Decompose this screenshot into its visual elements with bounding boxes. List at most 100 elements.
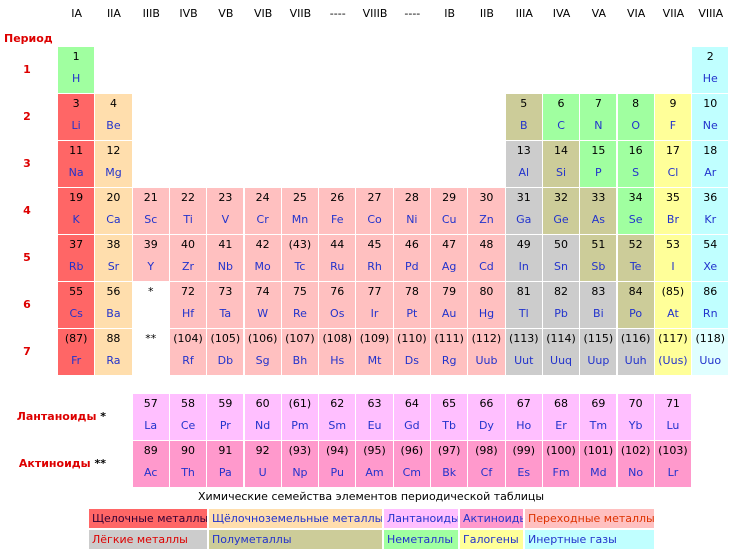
- element-symbol: I: [671, 260, 675, 273]
- element-symbol: Ar: [704, 166, 717, 179]
- atomic-number: 26: [330, 191, 345, 204]
- element-symbol: Kr: [704, 213, 717, 226]
- element-cell: 62 Sm: [319, 394, 356, 440]
- legend-item: Актиноиды: [459, 508, 524, 529]
- element-symbol: Se: [628, 213, 643, 226]
- element-cell: 47 Ag: [431, 235, 468, 281]
- element-symbol: W: [257, 307, 269, 320]
- element-symbol: Ac: [144, 466, 158, 479]
- element-symbol: Zn: [479, 213, 494, 226]
- element-symbol: Bk: [442, 466, 457, 479]
- group-header: IIIA: [515, 7, 533, 20]
- element-cell: 71 Lu: [654, 394, 692, 440]
- element-cell: (94) Pu: [319, 441, 356, 487]
- atomic-number: 29: [442, 191, 457, 204]
- element-symbol: Sg: [255, 354, 270, 367]
- element-symbol: Tc: [294, 260, 306, 273]
- legend-item: Неметаллы: [383, 529, 459, 550]
- element-symbol: Yb: [628, 419, 643, 432]
- element-cell: (102) No: [617, 441, 654, 487]
- element-symbol: Cu: [441, 213, 457, 226]
- atomic-number: 66: [479, 397, 494, 410]
- element-cell: 55 Cs: [58, 282, 95, 328]
- element-cell: 77 Ir: [356, 282, 393, 328]
- element-cell: 92 U: [244, 441, 281, 487]
- atomic-number: (105): [210, 332, 241, 345]
- atomic-number: (110): [397, 332, 427, 345]
- atomic-number: (116): [620, 332, 651, 345]
- atomic-number: (101): [583, 444, 614, 457]
- element-cell: 48 Cd: [468, 235, 505, 281]
- atomic-number: 83: [591, 285, 606, 298]
- element-symbol: Db: [217, 354, 234, 367]
- group-header: VIA: [627, 7, 646, 20]
- element-symbol: Md: [590, 466, 607, 479]
- element-symbol: La: [144, 419, 158, 432]
- series-mark: **: [94, 457, 106, 470]
- element-symbol: B: [519, 119, 528, 132]
- atomic-number: 36: [703, 191, 718, 204]
- legend-item: Лёгкие металлы: [88, 529, 208, 550]
- atomic-number: 52: [628, 238, 643, 251]
- element-symbol: Fr: [71, 354, 82, 367]
- legend-item: Галогены: [459, 529, 524, 550]
- atomic-number: 72: [181, 285, 196, 298]
- element-symbol: Cr: [256, 213, 269, 226]
- element-symbol: Pt: [406, 307, 418, 320]
- element-symbol: Sr: [107, 260, 120, 273]
- atomic-number: 64: [404, 397, 419, 410]
- group-header: IIIB: [142, 7, 160, 20]
- atomic-number: (96): [400, 444, 424, 457]
- element-cell: (111) Rg: [431, 329, 468, 375]
- atomic-number: 39: [143, 238, 158, 251]
- element-symbol: Cs: [69, 307, 83, 320]
- element-symbol: P: [595, 166, 602, 179]
- group-header: IA: [71, 7, 83, 20]
- element-cell: 18 Ar: [692, 141, 729, 187]
- atomic-number: 81: [516, 285, 531, 298]
- element-symbol: Rg: [441, 354, 457, 367]
- element-symbol: F: [669, 119, 677, 132]
- element-symbol: Fm: [552, 466, 570, 479]
- element-cell: 51 Sb: [580, 235, 617, 281]
- element-symbol: Po: [629, 307, 643, 320]
- atomic-number: 77: [367, 285, 382, 298]
- element-symbol: Y: [147, 260, 155, 273]
- element-cell: (98) Cf: [468, 441, 505, 487]
- atomic-number: 68: [554, 397, 569, 410]
- group-header: IVB: [179, 7, 198, 20]
- atomic-number: 49: [516, 238, 531, 251]
- element-cell: 81 Tl: [505, 282, 542, 328]
- group-header: IVA: [552, 7, 571, 20]
- element-cell: 86 Rn: [692, 282, 729, 328]
- atomic-number: 59: [218, 397, 233, 410]
- element-symbol: Th: [181, 466, 195, 479]
- atomic-number: 60: [255, 397, 270, 410]
- atomic-number: 7: [594, 97, 602, 110]
- series-mark: *: [100, 410, 106, 423]
- atomic-number: 23: [218, 191, 233, 204]
- atomic-number: 79: [442, 285, 457, 298]
- atomic-number: (106): [247, 332, 278, 345]
- element-cell: 42 Mo: [244, 235, 281, 281]
- element-cell: (96) Cm: [393, 441, 430, 487]
- element-cell: 64 Gd: [393, 394, 430, 440]
- element-cell: 89 Ac: [132, 441, 169, 487]
- element-cell: 36 Kr: [692, 188, 729, 234]
- element-symbol: (Uus): [658, 354, 688, 367]
- element-cell: 60 Nd: [244, 394, 281, 440]
- element-cell: 69 Tm: [580, 394, 617, 440]
- atomic-number: 92: [255, 444, 270, 457]
- element-symbol: Hf: [181, 307, 195, 320]
- element-cell: 34 Se: [617, 188, 654, 234]
- element-cell: 58 Ce: [169, 394, 207, 440]
- element-cell: 25 Mn: [281, 188, 319, 234]
- atomic-number: 25: [292, 191, 307, 204]
- series-label: Актиноиды **: [19, 457, 106, 471]
- element-symbol: As: [591, 213, 605, 226]
- element-symbol: Ru: [330, 260, 345, 273]
